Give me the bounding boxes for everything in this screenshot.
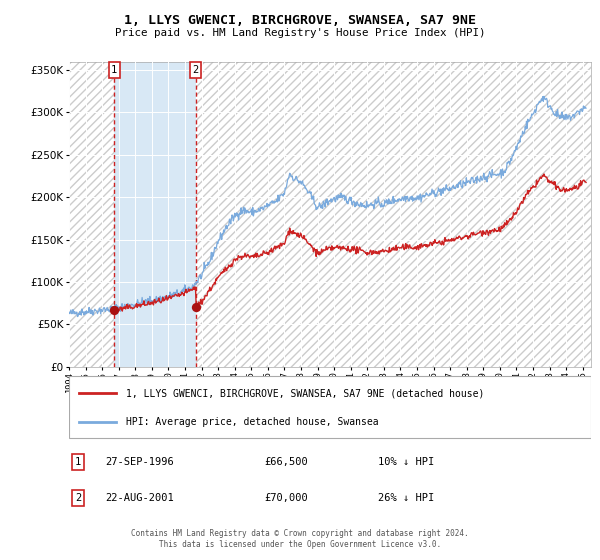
Bar: [69, 62, 114, 367]
Point: [109, 306, 119, 315]
Bar: [114, 62, 196, 367]
Text: Price paid vs. HM Land Registry's House Price Index (HPI): Price paid vs. HM Land Registry's House …: [115, 28, 485, 38]
Text: 27-SEP-1996: 27-SEP-1996: [105, 457, 174, 467]
Text: 26% ↓ HPI: 26% ↓ HPI: [378, 493, 434, 503]
Text: 1, LLYS GWENCI, BIRCHGROVE, SWANSEA, SA7 9NE: 1, LLYS GWENCI, BIRCHGROVE, SWANSEA, SA7…: [124, 14, 476, 27]
Text: £66,500: £66,500: [264, 457, 308, 467]
Text: Contains HM Land Registry data © Crown copyright and database right 2024.: Contains HM Land Registry data © Crown c…: [131, 529, 469, 538]
Text: 2: 2: [75, 493, 81, 503]
Bar: [196, 62, 591, 367]
Text: HPI: Average price, detached house, Swansea: HPI: Average price, detached house, Swan…: [127, 417, 379, 427]
Text: 2: 2: [193, 65, 199, 75]
Point: [191, 303, 200, 312]
Text: £70,000: £70,000: [264, 493, 308, 503]
Text: 1: 1: [111, 65, 118, 75]
Text: 22-AUG-2001: 22-AUG-2001: [105, 493, 174, 503]
Text: This data is licensed under the Open Government Licence v3.0.: This data is licensed under the Open Gov…: [159, 540, 441, 549]
Bar: [69, 62, 114, 367]
Text: 1, LLYS GWENCI, BIRCHGROVE, SWANSEA, SA7 9NE (detached house): 1, LLYS GWENCI, BIRCHGROVE, SWANSEA, SA7…: [127, 388, 485, 398]
FancyBboxPatch shape: [69, 376, 591, 438]
Text: 1: 1: [75, 457, 81, 467]
Bar: [196, 62, 591, 367]
Text: 10% ↓ HPI: 10% ↓ HPI: [378, 457, 434, 467]
